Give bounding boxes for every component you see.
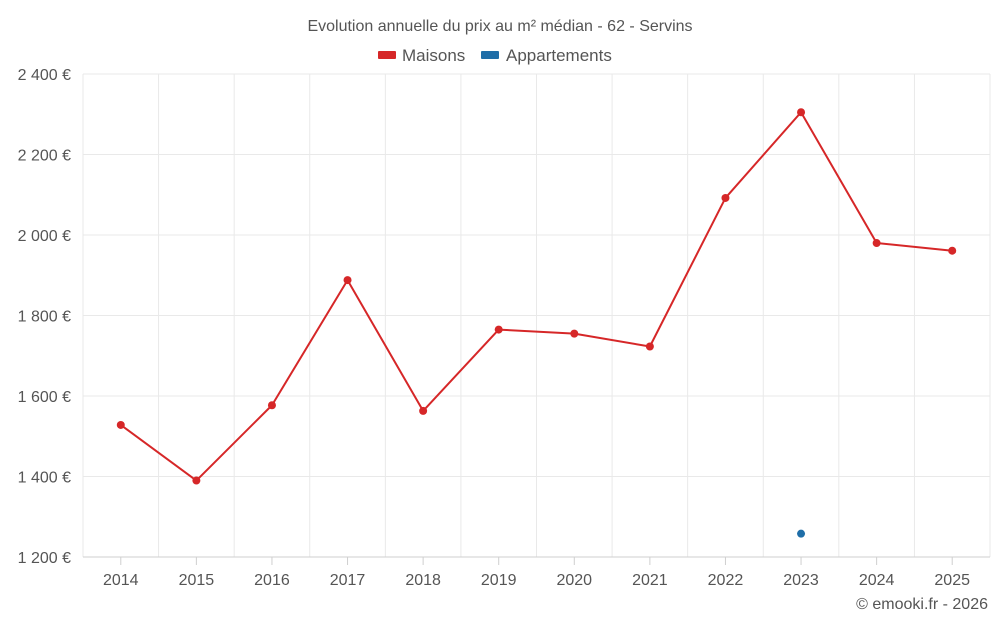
legend-label-maisons: Maisons	[402, 46, 465, 65]
x-tick-label: 2019	[481, 572, 517, 589]
chart-title: Evolution annuelle du prix au m² médian …	[307, 18, 692, 35]
y-tick-label: 2 400 €	[18, 67, 71, 84]
y-tick-label: 2 200 €	[18, 148, 71, 165]
legend-swatch-maisons	[378, 51, 396, 59]
data-point-maisons-2018[interactable]	[419, 406, 428, 415]
x-tick-label: 2015	[179, 572, 215, 589]
y-tick-label: 1 400 €	[18, 470, 71, 487]
data-point-maisons-2014[interactable]	[116, 420, 125, 429]
series	[116, 108, 957, 538]
x-tick-label: 2017	[330, 572, 366, 589]
x-tick-label: 2023	[783, 572, 819, 589]
x-tick-label: 2016	[254, 572, 290, 589]
legend-item-appartements[interactable]: Appartements	[481, 46, 612, 65]
y-tick-label: 2 000 €	[18, 228, 71, 245]
x-tick-label: 2018	[405, 572, 441, 589]
legend-item-maisons[interactable]: Maisons	[378, 46, 465, 65]
legend-swatch-appartements	[481, 51, 499, 59]
data-point-appartements-2023[interactable]	[797, 529, 806, 538]
x-tick-label: 2024	[859, 572, 895, 589]
data-point-maisons-2015[interactable]	[192, 476, 201, 485]
data-point-maisons-2016[interactable]	[267, 401, 276, 410]
y-tick-label: 1 200 €	[18, 550, 71, 567]
credit-text: © emooki.fr - 2026	[856, 596, 988, 613]
data-point-maisons-2017[interactable]	[343, 276, 352, 285]
legend-label-appartements: Appartements	[506, 46, 612, 65]
x-tick-label: 2020	[556, 572, 592, 589]
y-tick-label: 1 800 €	[18, 309, 71, 326]
data-point-maisons-2019[interactable]	[494, 325, 503, 334]
x-axis-ticks: 2014 2015 2016 2017 2018 2019 2020 2021 2022 2023…	[103, 572, 970, 589]
x-tick-label: 2025	[934, 572, 970, 589]
data-point-maisons-2022[interactable]	[721, 193, 730, 202]
x-tick-label: 2021	[632, 572, 668, 589]
series-appartements	[797, 529, 806, 538]
y-axis-ticks: 1 200 € 1 400 € 1 600 € 1 800 € 2 000 € 2 200…	[18, 67, 71, 567]
x-tick-label: 2014	[103, 572, 139, 589]
series-line-maisons	[120, 111, 953, 482]
data-point-maisons-2024[interactable]	[872, 239, 881, 248]
y-tick-label: 1 600 €	[18, 389, 71, 406]
data-point-maisons-2025[interactable]	[948, 246, 957, 255]
data-point-maisons-2023[interactable]	[797, 108, 806, 117]
data-point-maisons-2020[interactable]	[570, 329, 579, 338]
data-point-maisons-2021[interactable]	[645, 342, 654, 351]
legend: Maisons Appartements	[378, 46, 612, 65]
x-tick-label: 2022	[708, 572, 744, 589]
gridlines	[82, 73, 991, 557]
series-maisons	[116, 108, 957, 485]
axes	[83, 556, 990, 565]
